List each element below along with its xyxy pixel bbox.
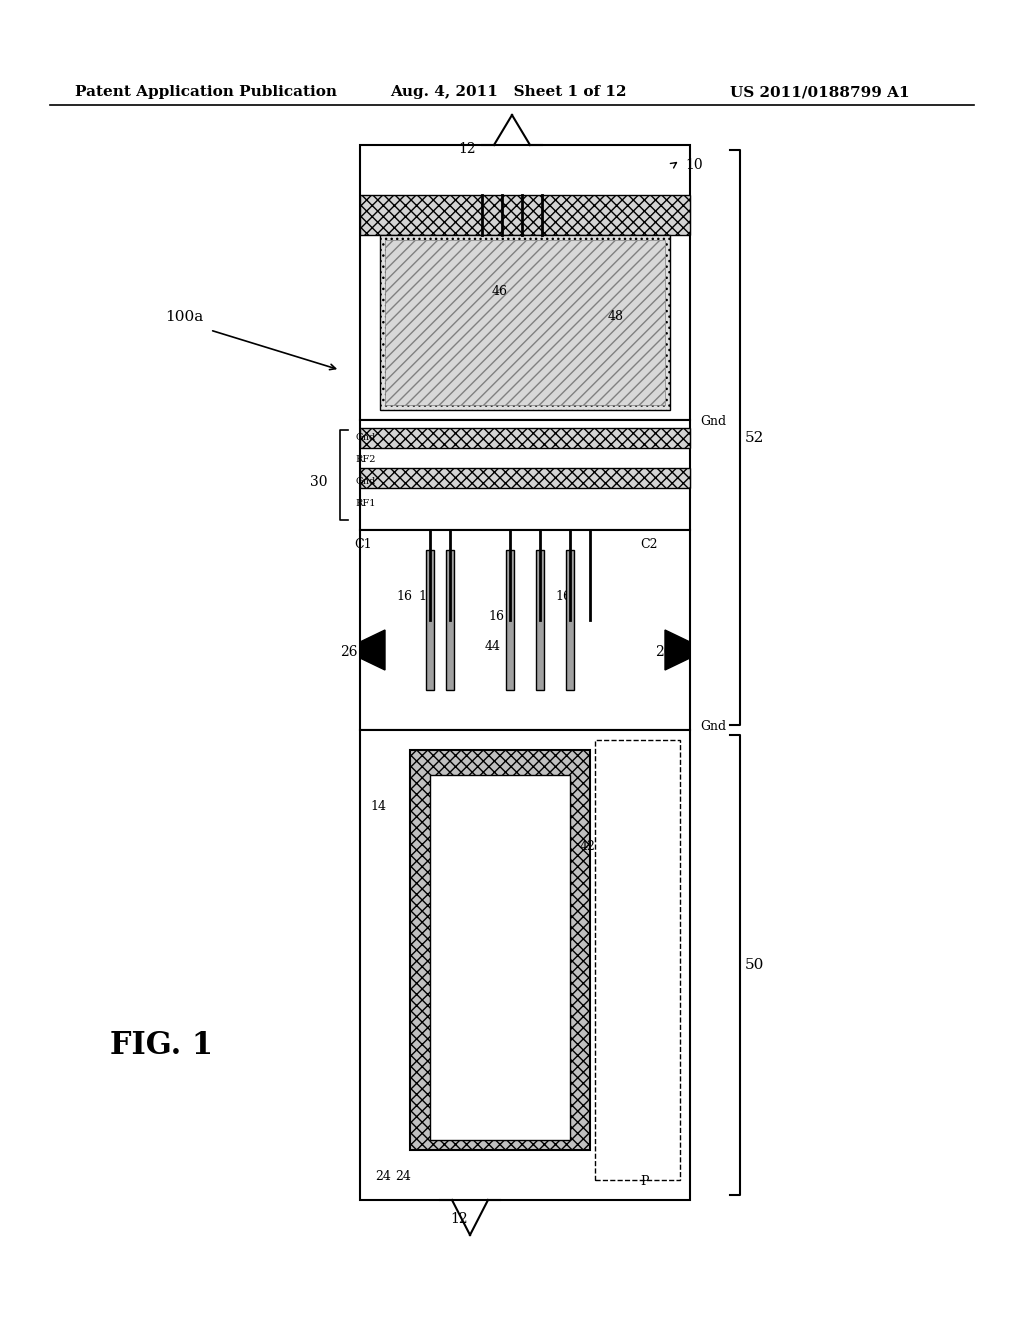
Bar — [360, 195, 690, 235]
Text: RF2: RF2 — [355, 455, 376, 465]
Text: 14: 14 — [505, 840, 521, 853]
Bar — [360, 428, 690, 447]
Text: 10: 10 — [685, 158, 702, 172]
Polygon shape — [665, 630, 690, 671]
Polygon shape — [360, 630, 385, 671]
Bar — [385, 240, 665, 405]
Text: P: P — [640, 1175, 648, 1188]
Bar — [360, 531, 690, 730]
Text: 16: 16 — [488, 610, 504, 623]
Bar — [536, 550, 544, 690]
Text: 24: 24 — [395, 1170, 411, 1183]
Text: RF1: RF1 — [355, 499, 376, 508]
Text: C1: C1 — [354, 539, 372, 550]
Text: Gnd: Gnd — [700, 414, 726, 428]
Bar — [410, 750, 590, 1150]
Text: 46: 46 — [492, 285, 508, 298]
Text: FIG. 1: FIG. 1 — [110, 1030, 213, 1061]
Bar — [360, 469, 690, 488]
Text: 24: 24 — [375, 1170, 391, 1183]
Text: 30: 30 — [310, 475, 328, 488]
Text: 12: 12 — [450, 1212, 468, 1226]
Text: 44: 44 — [485, 640, 501, 653]
Text: Gnd: Gnd — [700, 719, 726, 733]
Text: 26: 26 — [655, 645, 673, 659]
Text: 26: 26 — [340, 645, 357, 659]
Text: 48: 48 — [608, 310, 624, 323]
Text: 100a: 100a — [165, 310, 203, 323]
Text: C2: C2 — [640, 539, 657, 550]
Bar — [446, 550, 454, 690]
Bar — [430, 775, 570, 1140]
Text: Aug. 4, 2011   Sheet 1 of 12: Aug. 4, 2011 Sheet 1 of 12 — [390, 84, 627, 99]
Text: 52: 52 — [745, 430, 764, 445]
Text: Patent Application Publication: Patent Application Publication — [75, 84, 337, 99]
Bar — [566, 550, 574, 690]
Text: 16: 16 — [555, 590, 571, 603]
Text: 14: 14 — [370, 800, 386, 813]
Bar — [595, 741, 680, 1180]
Text: Gnd: Gnd — [355, 478, 375, 487]
Bar — [380, 235, 670, 411]
Bar — [506, 550, 514, 690]
Text: 50: 50 — [745, 958, 764, 972]
Text: 16: 16 — [418, 590, 434, 603]
Bar — [360, 420, 690, 531]
Text: 12: 12 — [458, 143, 475, 156]
Bar — [360, 145, 690, 420]
Text: US 2011/0188799 A1: US 2011/0188799 A1 — [730, 84, 909, 99]
Text: 16: 16 — [396, 590, 412, 603]
Text: 42: 42 — [580, 840, 596, 853]
Bar — [360, 730, 690, 1200]
Bar — [426, 550, 434, 690]
Text: Gnd: Gnd — [355, 433, 375, 442]
